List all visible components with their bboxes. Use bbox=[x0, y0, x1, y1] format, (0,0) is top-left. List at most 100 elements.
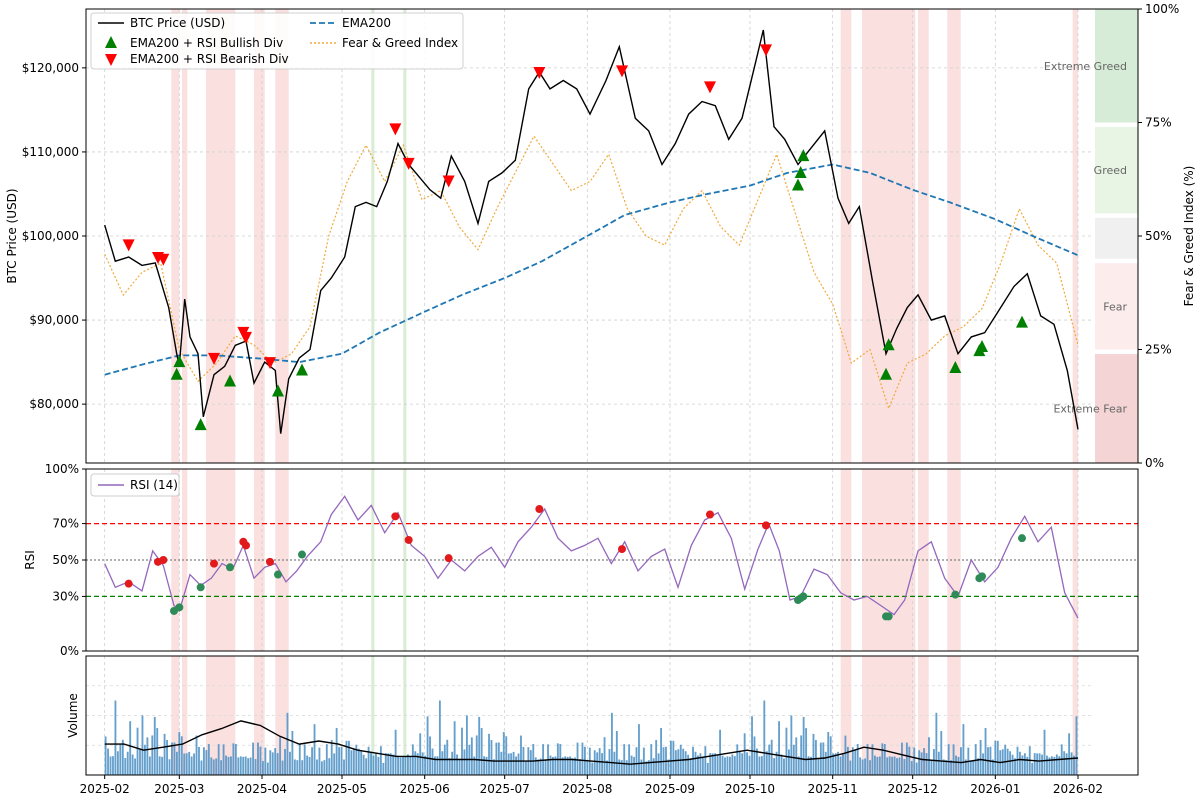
volume-bar bbox=[935, 712, 938, 775]
volume-bar bbox=[591, 762, 594, 775]
volume-bar bbox=[888, 756, 891, 775]
volume-bar bbox=[960, 747, 962, 775]
volume-bar bbox=[495, 742, 498, 775]
rsi-panel: 0% 30% 50% 70% 100% RSI RSI (14) bbox=[23, 462, 1139, 658]
volume-bar bbox=[925, 753, 928, 775]
volume-bar bbox=[367, 746, 370, 775]
rsi-bullish-dot bbox=[1018, 534, 1026, 543]
volume-bar bbox=[291, 730, 294, 775]
volume-bar bbox=[365, 758, 368, 775]
rsi-bullish-dot bbox=[298, 550, 306, 559]
volume-bar bbox=[532, 744, 535, 775]
shaded-span bbox=[371, 469, 375, 651]
volume-bar bbox=[736, 744, 739, 775]
y-right-tick-label: 75% bbox=[1145, 116, 1172, 130]
volume-bar bbox=[905, 742, 908, 775]
price-ylabel: BTC Price (USD) bbox=[5, 188, 19, 283]
volume-bar bbox=[215, 758, 218, 775]
volume-bar bbox=[746, 752, 749, 775]
rsi-bullish-dot bbox=[951, 590, 960, 599]
volume-bar bbox=[1068, 733, 1071, 775]
volume-bar bbox=[225, 755, 227, 775]
volume-bar bbox=[261, 761, 264, 775]
volume-bar bbox=[348, 740, 350, 775]
volume-bar bbox=[168, 759, 171, 775]
series-fear-greed-line bbox=[104, 134, 1079, 411]
volume-bar bbox=[977, 758, 980, 775]
volume-bar bbox=[465, 715, 468, 775]
volume-bar bbox=[490, 740, 493, 775]
volume-bar bbox=[569, 756, 572, 775]
volume-bar bbox=[210, 757, 213, 775]
bullish-div-marker bbox=[296, 363, 308, 376]
volume-bar bbox=[1036, 753, 1039, 775]
volume-bar bbox=[837, 751, 839, 775]
volume-bar bbox=[458, 758, 461, 775]
volume-bar bbox=[915, 762, 918, 775]
bullish-div-marker bbox=[1016, 315, 1028, 328]
volume-bar bbox=[190, 756, 193, 775]
bearish-div-marker bbox=[704, 81, 716, 94]
volume-bar bbox=[446, 739, 449, 775]
volume-bar bbox=[112, 756, 114, 775]
volume-bar bbox=[289, 751, 291, 775]
volume-bar bbox=[325, 744, 328, 775]
rsi-bearish-dot bbox=[404, 535, 413, 544]
volume-bar bbox=[254, 759, 257, 775]
volume-bar bbox=[119, 744, 122, 775]
volume-bar bbox=[657, 753, 660, 775]
volume-bar bbox=[193, 753, 196, 775]
shaded-span bbox=[840, 9, 852, 463]
volume-bar bbox=[286, 712, 289, 775]
volume-bar bbox=[756, 748, 758, 775]
fg-zone-block bbox=[1095, 263, 1138, 350]
volume-bar bbox=[387, 753, 390, 775]
bearish-div-marker bbox=[760, 44, 772, 57]
volume-bar bbox=[615, 730, 618, 775]
volume-bar bbox=[185, 753, 188, 775]
volume-bar bbox=[903, 759, 906, 775]
volume-bar bbox=[242, 756, 245, 775]
volume-bar bbox=[751, 716, 753, 775]
bullish-div-marker bbox=[794, 165, 807, 178]
volume-bar bbox=[1065, 753, 1068, 775]
bearish-div-marker bbox=[240, 331, 252, 344]
legend-label-bearish: EMA200 + RSI Bearish Div bbox=[130, 52, 289, 66]
volume-bar bbox=[414, 751, 417, 775]
bullish-div-marker bbox=[170, 367, 183, 380]
volume-bar bbox=[893, 756, 896, 775]
volume-bar bbox=[234, 744, 237, 775]
volume-bar bbox=[721, 755, 724, 775]
bearish-div-marker bbox=[616, 65, 628, 78]
volume-bar bbox=[856, 744, 859, 775]
volume-bar bbox=[694, 751, 697, 775]
rsi-tick-label: 50% bbox=[52, 553, 79, 567]
volume-bar bbox=[748, 755, 751, 775]
volume-bar bbox=[1070, 752, 1073, 775]
shaded-span bbox=[275, 9, 289, 463]
volume-bar bbox=[773, 758, 776, 775]
volume-bar bbox=[512, 751, 515, 775]
volume-bar bbox=[188, 751, 191, 775]
volume-bar bbox=[1038, 753, 1041, 775]
volume-bar bbox=[692, 746, 694, 775]
volume-bar bbox=[200, 760, 203, 775]
volume-bar bbox=[107, 748, 109, 775]
volume-bar bbox=[797, 756, 800, 775]
volume-bar bbox=[785, 727, 788, 775]
volume-bar bbox=[266, 762, 269, 775]
volume-bar bbox=[298, 744, 301, 775]
volume-bar bbox=[104, 736, 107, 775]
bullish-div-marker bbox=[797, 149, 810, 162]
volume-bar bbox=[544, 760, 547, 775]
volume-bar bbox=[1004, 744, 1007, 775]
volume-bar bbox=[350, 750, 353, 775]
bearish-div-marker bbox=[389, 123, 402, 136]
fg-zone-label: Extreme Greed bbox=[1044, 60, 1127, 73]
volume-bar bbox=[384, 753, 387, 775]
volume-bar bbox=[775, 751, 778, 775]
volume-bar bbox=[669, 740, 672, 775]
volume-bar bbox=[593, 750, 596, 775]
rsi-bullish-dot bbox=[799, 592, 808, 601]
volume-bar bbox=[552, 756, 554, 775]
